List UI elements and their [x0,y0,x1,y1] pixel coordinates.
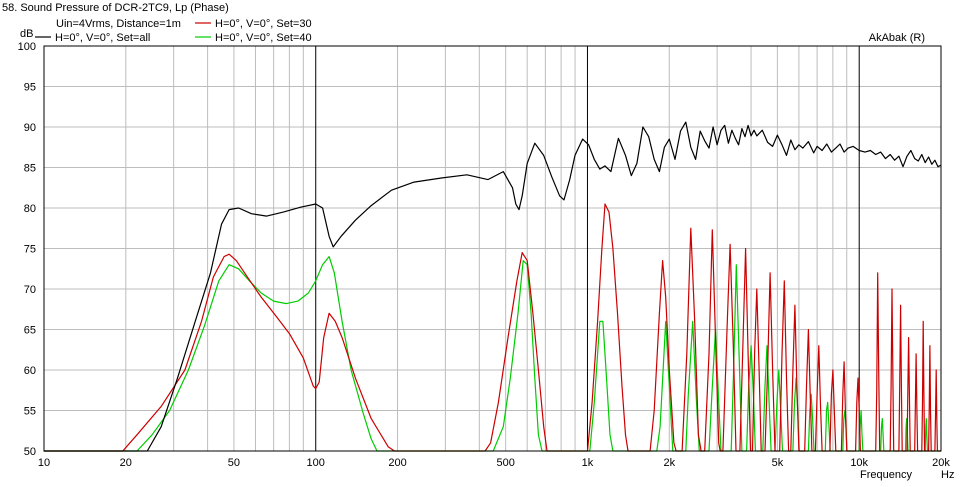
y-tick-label: 100 [18,41,36,53]
legend-entry: H=0°, V=0°, Set=30 [215,18,312,30]
x-tick-label: 10 [38,457,50,469]
x-tick-label: 50 [228,457,240,469]
y-tick-label: 55 [24,406,36,418]
x-tick-label: 20k [932,457,950,469]
y-tick-label: 60 [24,365,36,377]
x-tick-label: 100 [307,457,325,469]
y-tick-label: 95 [24,82,36,94]
x-axis-unit: Hz [941,469,954,481]
x-tick-label: 20 [120,457,132,469]
series-line-2 [44,203,941,452]
legend-entry: H=0°, V=0°, Set=all [55,32,150,44]
y-tick-labels: 100 95 90 85 80 75 70 65 60 55 50 [18,41,36,458]
watermark-label: AkAbak (R) [869,32,925,44]
x-axis-label: Frequency [860,469,912,481]
y-tick-label: 85 [24,163,36,175]
y-tick-label: 90 [24,122,36,134]
plot-frame [43,45,942,452]
y-tick-label: 50 [24,446,36,458]
x-tick-label: 200 [388,457,406,469]
series-layer [44,121,942,452]
x-tick-label: 10k [850,457,868,469]
y-tick-label: 70 [24,284,36,296]
conditions-label: Uin=4Vrms, Distance=1m [56,18,181,30]
y-tick-label: 75 [24,244,36,256]
x-tick-labels: 10 20 50 100 200 500 1k 2k 5k 10k 20k [38,457,950,469]
series-line-3 [44,256,941,452]
legend: H=0°, V=0°, Set=all H=0°, V=0°, Set=30 H=0… [35,18,312,44]
series-line-1 [44,121,942,452]
x-tick-label: 5k [772,457,784,469]
y-axis-label: dB [20,28,33,40]
x-tick-label: 1k [582,457,594,469]
x-tick-label: 500 [496,457,514,469]
y-tick-label: 65 [24,325,36,337]
legend-entry: H=0°, V=0°, Set=40 [215,32,312,44]
x-tick-label: 2k [663,457,675,469]
chart-title: 58. Sound Pressure of DCR-2TC9, Lp (Phas… [2,2,229,14]
y-tick-label: 80 [24,203,36,215]
